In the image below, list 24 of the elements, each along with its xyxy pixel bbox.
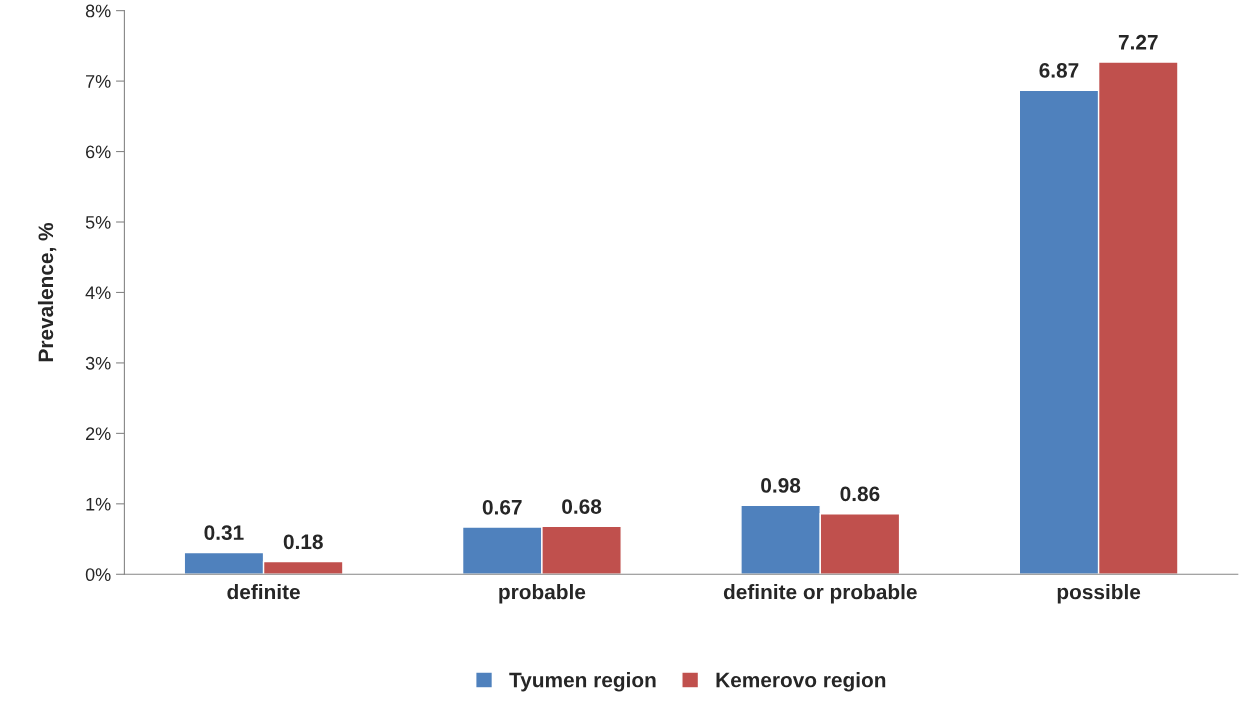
data-label: 0.31: [204, 525, 244, 541]
data-label: 0.68: [562, 499, 602, 514]
y-tick-label: 2%: [86, 427, 111, 441]
y-axis-title: Prevalence, %: [37, 222, 57, 362]
data-label: 0.18: [283, 534, 323, 550]
y-tick-label: 1%: [86, 497, 111, 511]
x-tick-label: definite or probable: [723, 584, 917, 604]
y-tick-label: 8%: [85, 4, 111, 18]
y-tick-label: 6%: [86, 145, 111, 159]
data-label: 0.67: [482, 499, 522, 515]
data-label: 0.86: [840, 486, 880, 502]
legend-label: Kemerovo region: [716, 672, 886, 692]
x-tick-label: definite: [227, 584, 300, 600]
x-tick-label: possible: [1057, 584, 1141, 604]
data-label: 0.98: [761, 478, 801, 493]
data-label: 7.27: [1118, 34, 1158, 50]
y-tick-label: 0%: [85, 568, 111, 582]
data-label: 6.87: [1039, 63, 1079, 78]
x-tick-label: probable: [499, 584, 586, 604]
legend-label: Tyumen region: [509, 672, 656, 692]
y-tick-label: 7%: [86, 75, 111, 88]
y-tick-label: 3%: [85, 356, 111, 370]
y-tick-label: 5%: [85, 216, 111, 229]
y-tick-label: 4%: [85, 286, 111, 300]
